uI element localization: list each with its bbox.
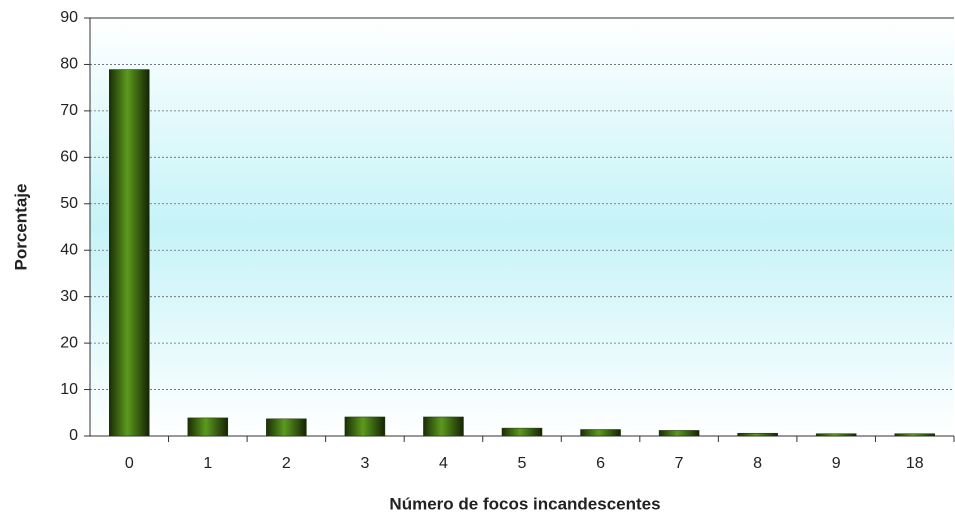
x-tick-label: 2 <box>282 455 291 472</box>
plot-background <box>90 18 954 436</box>
y-tick-label: 70 <box>60 102 78 119</box>
y-tick-label: 30 <box>60 288 78 305</box>
bar <box>266 418 307 437</box>
x-tick-label: 8 <box>753 455 762 472</box>
bar <box>187 417 229 437</box>
y-tick-label: 80 <box>60 56 78 73</box>
x-tick-label: 0 <box>125 455 134 472</box>
bar <box>501 427 543 437</box>
x-tick-label: 4 <box>439 455 448 472</box>
y-tick-label: 10 <box>60 381 78 398</box>
bar <box>815 433 857 437</box>
x-tick-label: 6 <box>596 455 605 472</box>
y-tick-label: 60 <box>60 149 78 166</box>
y-axis-title: Porcentaje <box>11 184 30 271</box>
x-tick-label: 18 <box>906 455 924 472</box>
bar <box>423 416 464 437</box>
y-tick-label: 20 <box>60 334 78 351</box>
bar <box>658 430 700 437</box>
x-tick-label: 5 <box>518 455 527 472</box>
bar <box>344 416 386 437</box>
bar <box>109 69 150 437</box>
bar <box>894 433 935 437</box>
x-tick-label: 3 <box>360 455 369 472</box>
y-tick-label: 40 <box>60 241 78 258</box>
x-tick-label: 7 <box>675 455 684 472</box>
y-tick-label: 90 <box>60 9 78 26</box>
x-tick-label: 1 <box>203 455 212 472</box>
bar <box>737 432 778 437</box>
bar <box>580 429 621 437</box>
y-tick-label: 0 <box>69 427 78 444</box>
x-axis-title: Número de focos incandescentes <box>389 494 660 513</box>
y-tick-label: 50 <box>60 195 78 212</box>
x-tick-label: 9 <box>832 455 841 472</box>
